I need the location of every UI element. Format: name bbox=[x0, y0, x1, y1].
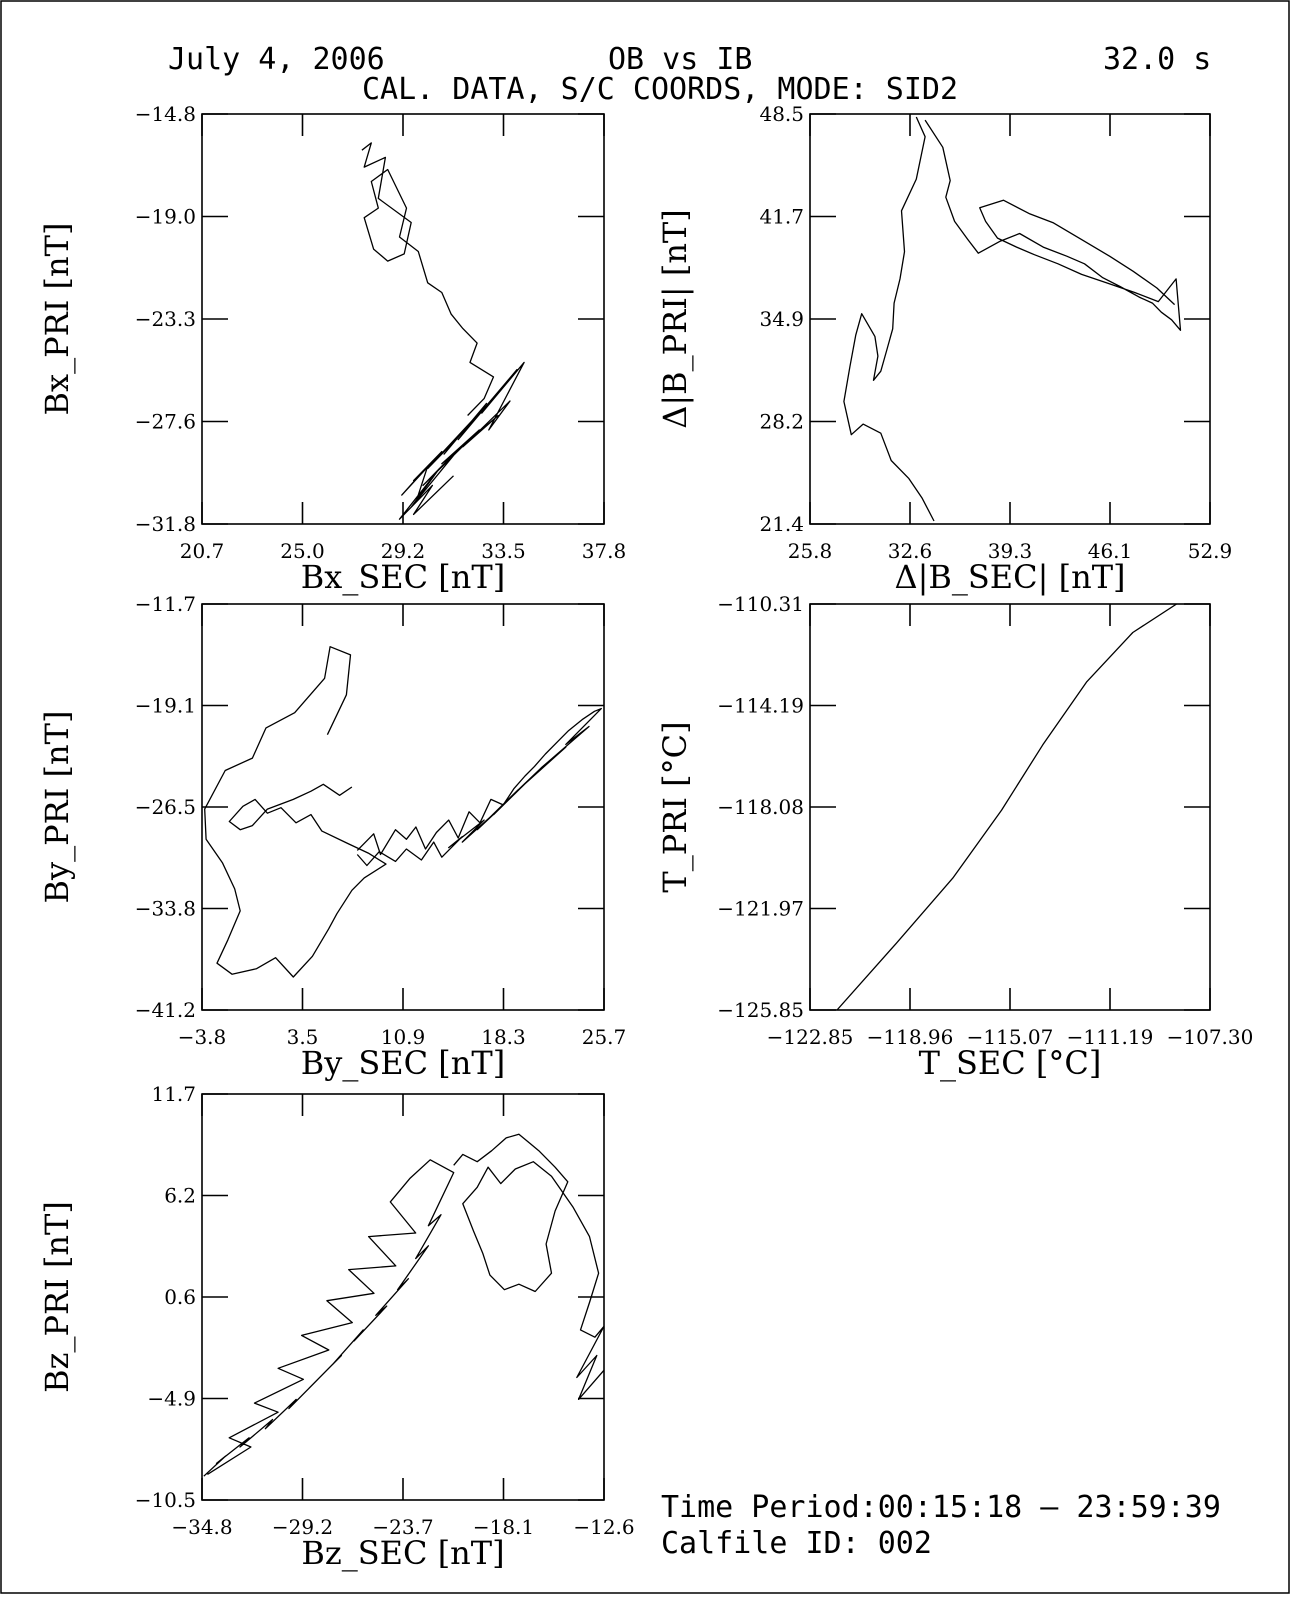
y-tick-label: −4.9 bbox=[147, 1387, 196, 1411]
data-series-line-1 bbox=[204, 646, 387, 978]
y-tick-label: 11.7 bbox=[151, 1082, 196, 1106]
x-tick-label: −107.30 bbox=[1167, 1025, 1254, 1049]
plot-frame bbox=[809, 603, 1211, 1011]
data-series-line-2 bbox=[398, 361, 525, 520]
y-tick-label: −23.3 bbox=[135, 307, 196, 331]
plot-frame bbox=[201, 113, 605, 525]
y-axis-label: Δ|B_PRI| [nT] bbox=[656, 209, 694, 429]
x-tick-label: 33.5 bbox=[481, 539, 526, 563]
y-tick-label: −121.97 bbox=[717, 897, 804, 921]
y-axis-label: Bz_PRI [nT] bbox=[38, 1201, 76, 1393]
y-tick-label: 48.5 bbox=[759, 102, 804, 126]
y-tick-label: 21.4 bbox=[759, 512, 804, 536]
data-series-line-2 bbox=[453, 1133, 604, 1401]
data-series-line-2 bbox=[924, 119, 1182, 331]
y-tick-label: 34.9 bbox=[759, 307, 804, 331]
y-tick-label: −41.2 bbox=[135, 998, 196, 1022]
header-subtitle: CAL. DATA, S/C COORDS, MODE: SID2 bbox=[362, 72, 959, 107]
data-series-line-1 bbox=[843, 116, 935, 522]
data-series-line-1 bbox=[361, 142, 495, 416]
y-tick-label: −33.8 bbox=[135, 897, 196, 921]
y-tick-label: −19.1 bbox=[135, 694, 196, 718]
x-tick-label: −18.1 bbox=[473, 1515, 534, 1539]
x-tick-label: 10.9 bbox=[381, 1025, 426, 1049]
y-tick-label: −14.8 bbox=[135, 102, 196, 126]
y-tick-label: 28.2 bbox=[759, 410, 804, 434]
x-tick-label: 52.9 bbox=[1188, 539, 1233, 563]
x-tick-label: 25.0 bbox=[280, 539, 325, 563]
y-tick-label: 41.7 bbox=[759, 205, 804, 229]
header-interval: 32.0 s bbox=[1103, 42, 1212, 77]
y-tick-label: 0.6 bbox=[164, 1285, 196, 1309]
plot-panel-3: −3.8 3.5 10.9 18.3 25.7 −41.2 −33.8 −26.5 −19.1 −… bbox=[38, 592, 626, 1082]
x-axis-label: T_SEC [°C] bbox=[919, 1044, 1102, 1082]
plot-panel-5: −34.8 −29.2 −23.7 −18.1 −12.6 −10.5 −4.9 0.6 6.2… bbox=[38, 1082, 635, 1572]
footer-calfile: Calfile ID: 002 bbox=[661, 1526, 932, 1561]
x-tick-label: 29.2 bbox=[381, 539, 426, 563]
y-tick-label: −110.31 bbox=[717, 592, 804, 616]
plot-panel-2: 25.8 32.6 39.3 46.1 52.9 21.4 28.2 34.9 41.7 48.5… bbox=[656, 102, 1232, 596]
x-tick-label: 25.8 bbox=[788, 539, 833, 563]
header-date: July 4, 2006 bbox=[168, 42, 385, 77]
x-axis-label: By_SEC [nT] bbox=[301, 1044, 505, 1082]
y-tick-label: −125.85 bbox=[717, 998, 804, 1022]
x-tick-label: −3.8 bbox=[178, 1025, 227, 1049]
x-tick-label: 32.6 bbox=[888, 539, 933, 563]
data-series-line-1 bbox=[836, 604, 1177, 1010]
footer-time-period: Time Period:00:15:18 – 23:59:39 bbox=[661, 1490, 1221, 1525]
y-tick-label: −26.5 bbox=[135, 795, 196, 819]
x-tick-label: −118.96 bbox=[867, 1025, 954, 1049]
x-axis-label: Bz_SEC [nT] bbox=[301, 1534, 504, 1572]
y-tick-label: 6.2 bbox=[164, 1184, 196, 1208]
y-tick-label: −10.5 bbox=[135, 1488, 196, 1512]
plot-panel-4: −122.85 −118.96 −115.07 −111.19 −107.30 −125.… bbox=[656, 592, 1253, 1082]
y-tick-label: −27.6 bbox=[135, 410, 196, 434]
x-tick-label: 3.5 bbox=[287, 1025, 319, 1049]
x-tick-label: 39.3 bbox=[988, 539, 1033, 563]
header-comparison: OB vs IB bbox=[608, 42, 753, 77]
x-tick-label: 37.8 bbox=[582, 539, 627, 563]
x-tick-label: −23.7 bbox=[372, 1515, 433, 1539]
x-tick-label: 46.1 bbox=[1088, 539, 1133, 563]
x-tick-label: −115.07 bbox=[967, 1025, 1054, 1049]
y-axis-label: Bx_PRI [nT] bbox=[38, 223, 76, 416]
x-axis-label: Δ|B_SEC| [nT] bbox=[894, 558, 1125, 596]
plot-panel-1: 20.7 25.0 29.2 33.5 37.8 −31.8 −27.6 −23.3 −19.0… bbox=[38, 102, 626, 596]
y-tick-label: −19.0 bbox=[135, 205, 196, 229]
y-tick-label: −11.7 bbox=[135, 592, 196, 616]
x-tick-label: 18.3 bbox=[481, 1025, 526, 1049]
x-tick-label: 20.7 bbox=[180, 539, 225, 563]
x-tick-label: −34.8 bbox=[171, 1515, 232, 1539]
x-tick-label: −111.19 bbox=[1067, 1025, 1154, 1049]
y-axis-label: T_PRI [°C] bbox=[656, 721, 694, 892]
y-tick-label: −31.8 bbox=[135, 512, 196, 536]
x-axis-label: Bx_SEC [nT] bbox=[301, 558, 505, 596]
plot-frame bbox=[809, 113, 1211, 525]
y-tick-label: −114.19 bbox=[717, 694, 804, 718]
x-tick-label: −122.85 bbox=[767, 1025, 854, 1049]
y-tick-label: −118.08 bbox=[717, 795, 804, 819]
y-axis-label: By_PRI [nT] bbox=[38, 711, 76, 904]
x-tick-label: −12.6 bbox=[573, 1515, 634, 1539]
data-series-line-2 bbox=[356, 707, 602, 867]
data-series-line-1 bbox=[203, 1159, 455, 1477]
x-tick-label: −29.2 bbox=[272, 1515, 333, 1539]
x-tick-label: 25.7 bbox=[582, 1025, 627, 1049]
